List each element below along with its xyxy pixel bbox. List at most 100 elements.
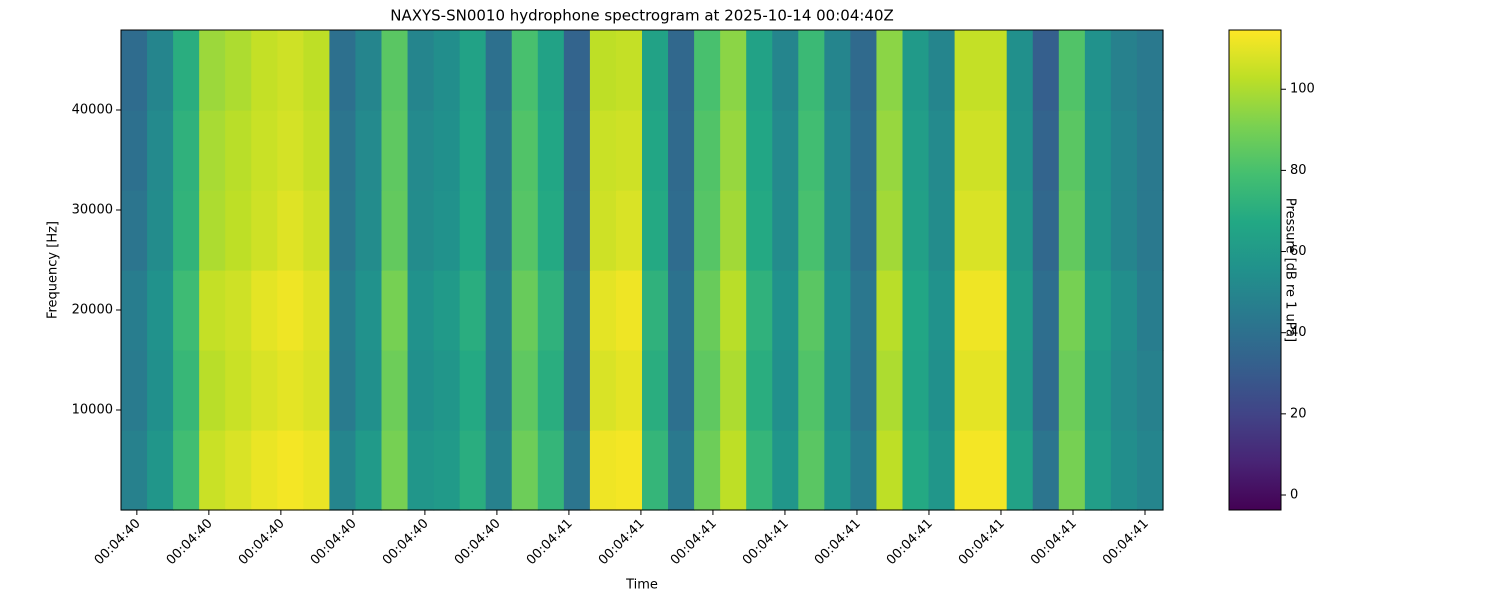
heatmap-cell	[746, 30, 773, 111]
heatmap-cell	[1136, 190, 1164, 271]
heatmap-cell	[642, 190, 669, 271]
heatmap-cell	[173, 350, 200, 431]
heatmap-cell	[615, 110, 643, 191]
heatmap-cell	[1058, 110, 1086, 191]
y-axis-label: Frequency [Hz]	[46, 221, 61, 319]
heatmap-cell	[720, 190, 747, 271]
heatmap-cell	[772, 190, 799, 271]
heatmap-cell	[147, 270, 174, 351]
heatmap-cell	[485, 110, 513, 191]
heatmap-cell	[668, 110, 695, 191]
heatmap-cell	[642, 110, 669, 191]
heatmap-cell	[199, 270, 226, 351]
heatmap-cell	[225, 190, 252, 271]
heatmap-cell	[251, 30, 278, 111]
heatmap-cell	[173, 430, 200, 511]
heatmap-cell	[1084, 30, 1112, 111]
heatmap-cell	[954, 270, 982, 351]
heatmap-cell	[589, 190, 617, 271]
heatmap-cell	[798, 430, 825, 511]
heatmap-cell	[537, 190, 565, 271]
heatmap-cell	[225, 270, 252, 351]
heatmap-cell	[954, 30, 982, 111]
heatmap-cell	[720, 430, 747, 511]
heatmap-cell	[642, 270, 669, 351]
heatmap-cell	[954, 430, 982, 511]
heatmap-cell	[303, 270, 330, 351]
heatmap-cell	[642, 430, 669, 511]
x-tick-label: 00:04:41	[668, 516, 720, 568]
heatmap-cell	[511, 430, 539, 511]
heatmap-cell	[225, 350, 252, 431]
heatmap-cell	[407, 430, 435, 511]
heatmap-cell	[772, 430, 799, 511]
heatmap-cell	[850, 270, 878, 351]
heatmap-cell	[954, 350, 982, 431]
heatmap-cell	[589, 350, 617, 431]
heatmap-cell	[329, 430, 357, 511]
heatmap-cell	[433, 430, 461, 511]
heatmap-cell	[485, 190, 513, 271]
heatmap-cell	[537, 30, 565, 111]
heatmap-cell	[1032, 270, 1060, 351]
heatmap-cell	[433, 270, 461, 351]
heatmap-cell	[1006, 190, 1034, 271]
colorbar-tick-label: 0	[1290, 487, 1298, 502]
heatmap-cell	[1032, 110, 1060, 191]
heatmap-cell	[746, 430, 773, 511]
colorbar-tick-label: 40	[1290, 325, 1307, 340]
heatmap-cell	[876, 30, 904, 111]
heatmap-cell	[798, 350, 825, 431]
heatmap-cell	[277, 270, 304, 351]
heatmap-cell	[147, 350, 174, 431]
heatmap-cell	[251, 350, 278, 431]
heatmap-cell	[980, 430, 1008, 511]
heatmap-cell	[277, 350, 304, 431]
heatmap-cell	[980, 270, 1008, 351]
x-tick-label: 00:04:41	[1028, 516, 1080, 568]
heatmap-cell	[850, 110, 878, 191]
heatmap-cell	[589, 270, 617, 351]
heatmap-cell	[954, 190, 982, 271]
heatmap-cell	[798, 190, 825, 271]
heatmap-cell	[902, 430, 930, 511]
heatmap-cell	[277, 190, 304, 271]
heatmap-cell	[537, 270, 565, 351]
heatmap-cell	[720, 30, 747, 111]
heatmap-cell	[824, 190, 851, 271]
heatmap-cell	[1110, 430, 1138, 511]
heatmap-cell	[1084, 190, 1112, 271]
heatmap-cell	[1084, 350, 1112, 431]
heatmap-cell	[850, 190, 878, 271]
heatmap-cell	[850, 430, 878, 511]
x-tick-label: 00:04:40	[308, 516, 360, 568]
heatmap-cell	[563, 270, 591, 351]
heatmap-cell	[928, 270, 956, 351]
heatmap-cell	[277, 30, 304, 111]
heatmap-cell	[1110, 30, 1138, 111]
heatmap-cell	[694, 110, 721, 191]
heatmap-cell	[303, 190, 330, 271]
heatmap-cell	[720, 350, 747, 431]
heatmap-cell	[173, 270, 200, 351]
heatmap-cell	[824, 430, 851, 511]
heatmap-cell	[485, 30, 513, 111]
x-tick-label: 00:04:41	[812, 516, 864, 568]
heatmap-cell	[511, 30, 539, 111]
heatmap-cell	[147, 430, 174, 511]
heatmap-cell	[1110, 350, 1138, 431]
x-tick-label: 00:04:41	[1100, 516, 1152, 568]
y-tick-label: 30000	[72, 203, 113, 218]
heatmap-cell	[173, 190, 200, 271]
heatmap-cell	[1058, 30, 1086, 111]
heatmap-cell	[1006, 30, 1034, 111]
heatmap-cell	[355, 430, 383, 511]
heatmap-cell	[589, 30, 617, 111]
x-tick-label: 00:04:40	[380, 516, 432, 568]
x-tick-label: 00:04:40	[236, 516, 288, 568]
heatmap	[121, 30, 1164, 511]
heatmap-cell	[1032, 430, 1060, 511]
colorbar-tick-label: 80	[1290, 163, 1307, 178]
heatmap-cell	[199, 350, 226, 431]
